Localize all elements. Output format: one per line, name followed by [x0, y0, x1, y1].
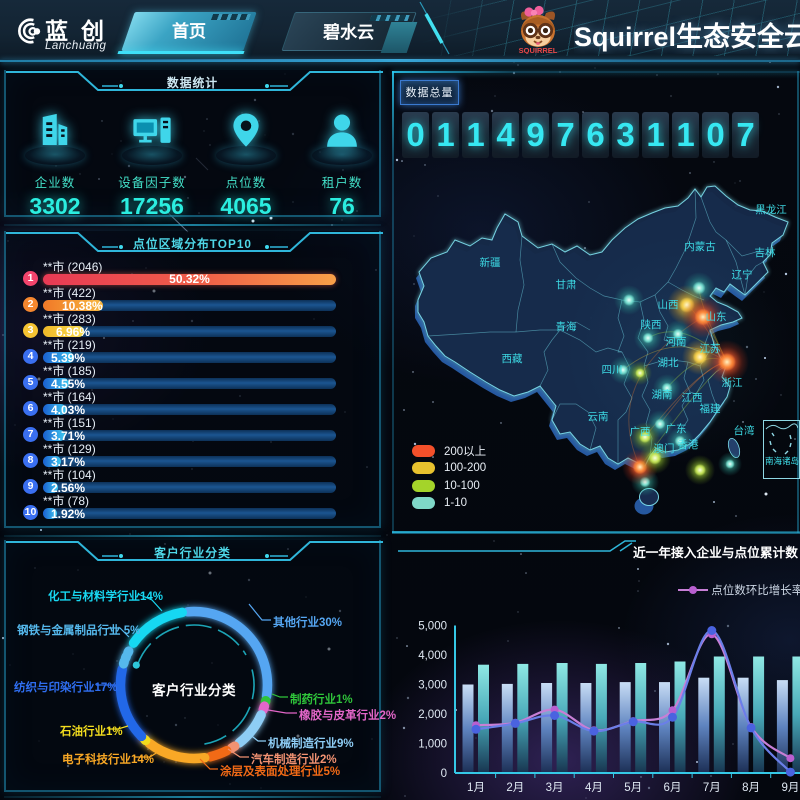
- svg-text:台湾: 台湾: [734, 424, 755, 437]
- svg-text:SQUIRREL: SQUIRREL: [519, 46, 558, 54]
- svg-text:云南: 云南: [588, 410, 609, 423]
- svg-text:福建: 福建: [700, 402, 721, 415]
- svg-text:1月: 1月: [467, 782, 485, 794]
- svg-text:4,000: 4,000: [418, 650, 447, 662]
- svg-text:2月: 2月: [506, 782, 524, 794]
- svg-text:山东: 山东: [706, 310, 727, 323]
- svg-text:黑龙江: 黑龙江: [755, 203, 787, 216]
- svg-text:2,000: 2,000: [418, 709, 447, 721]
- svg-text:河南: 河南: [666, 335, 687, 348]
- svg-text:青海: 青海: [556, 320, 577, 333]
- svg-text:4月: 4月: [585, 782, 603, 794]
- svg-text:3月: 3月: [546, 782, 564, 794]
- svg-text:3,000: 3,000: [418, 680, 447, 692]
- svg-text:广西: 广西: [630, 426, 651, 438]
- svg-text:内蒙古: 内蒙古: [684, 240, 716, 253]
- svg-text:0: 0: [441, 768, 447, 780]
- svg-text:湖北: 湖北: [658, 357, 679, 369]
- svg-text:广东: 广东: [666, 422, 687, 435]
- svg-text:澳门: 澳门: [654, 442, 675, 455]
- svg-text:新疆: 新疆: [480, 256, 501, 269]
- svg-text:山西: 山西: [658, 299, 679, 311]
- svg-text:1,000: 1,000: [418, 739, 447, 751]
- svg-text:江西: 江西: [682, 392, 703, 404]
- svg-text:6月: 6月: [664, 782, 682, 794]
- svg-text:吉林: 吉林: [755, 246, 776, 259]
- svg-text:陕西: 陕西: [641, 318, 662, 331]
- svg-text:浙江: 浙江: [722, 377, 743, 389]
- svg-text:9月: 9月: [781, 782, 799, 794]
- svg-text:辽宁: 辽宁: [732, 268, 753, 281]
- svg-text:5,000: 5,000: [418, 621, 447, 633]
- svg-text:7月: 7月: [703, 782, 721, 794]
- svg-text:甘肃: 甘肃: [556, 278, 577, 291]
- svg-text:5月: 5月: [624, 782, 642, 794]
- svg-text:江苏: 江苏: [700, 342, 721, 355]
- svg-text:西藏: 西藏: [502, 353, 523, 365]
- svg-text:湖南: 湖南: [652, 388, 673, 401]
- svg-text:8月: 8月: [742, 782, 760, 794]
- svg-text:四川: 四川: [602, 364, 623, 376]
- svg-text:香港: 香港: [678, 439, 699, 451]
